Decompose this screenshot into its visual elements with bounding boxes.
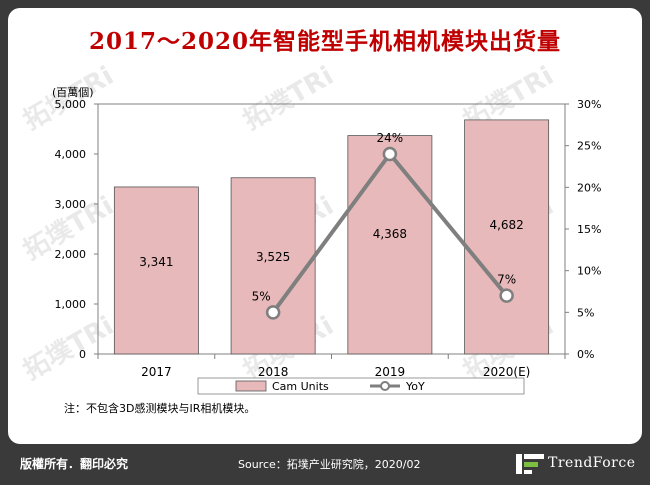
brand-name: TrendForce — [548, 455, 636, 471]
legend-label-line: YoY — [405, 380, 425, 393]
yoy-data-label: 7% — [497, 273, 516, 287]
legend-swatch-bar — [235, 380, 267, 392]
right-axis-tick-label: 0% — [577, 348, 594, 361]
right-axis-tick-label: 20% — [577, 181, 601, 194]
x-axis-tick-label: 2019 — [375, 365, 406, 379]
bar — [113, 186, 199, 355]
footer-bar — [0, 444, 650, 485]
left-axis-tick-label: 0 — [79, 348, 86, 361]
yoy-data-label: 24% — [377, 131, 404, 145]
bar-data-label: 4,368 — [373, 227, 407, 241]
yoy-point — [499, 288, 514, 303]
right-axis-tick-label: 15% — [577, 223, 601, 236]
trendforce-logo-icon — [516, 454, 544, 474]
legend-label-bar: Cam Units — [272, 380, 329, 393]
right-axis-tick-label: 10% — [577, 265, 601, 278]
left-axis-tick-label: 2,000 — [55, 248, 87, 261]
copyright-text: 版權所有．翻印必究 — [20, 457, 129, 471]
bar-data-label: 3,525 — [256, 250, 290, 264]
left-axis-unit-label: (百萬個) — [52, 86, 94, 99]
x-axis-tick-label: 2017 — [141, 365, 172, 379]
bar — [347, 135, 433, 355]
yoy-point — [265, 305, 281, 320]
left-axis-tick-label: 4,000 — [55, 148, 87, 161]
source-text: Source：拓墣产业研究院，2020/02 — [238, 458, 421, 471]
yoy-point — [382, 146, 398, 162]
yoy-data-label: 5% — [252, 289, 271, 303]
left-axis-tick-label: 5,000 — [55, 98, 87, 111]
bar — [230, 177, 316, 355]
right-axis-tick-label: 30% — [577, 98, 601, 111]
left-axis-tick-label: 1,000 — [55, 298, 87, 311]
bar-data-label: 3,341 — [139, 255, 173, 269]
legend-box — [197, 377, 525, 395]
left-axis-tick-label: 3,000 — [55, 198, 87, 211]
x-axis-tick-label: 2020(E) — [483, 365, 530, 379]
chart-title: 2017～2020年智能型手机相机模块出货量 — [88, 28, 562, 55]
right-axis-tick-label: 25% — [577, 140, 601, 153]
right-axis-tick-label: 5% — [577, 306, 594, 319]
bar — [464, 119, 550, 355]
footnote: 注：不包含3D感测模块与IR相机模块。 — [64, 402, 256, 415]
bar-data-label: 4,682 — [489, 218, 523, 232]
x-axis-tick-label: 2018 — [258, 365, 289, 379]
legend-swatch-marker — [380, 381, 390, 391]
